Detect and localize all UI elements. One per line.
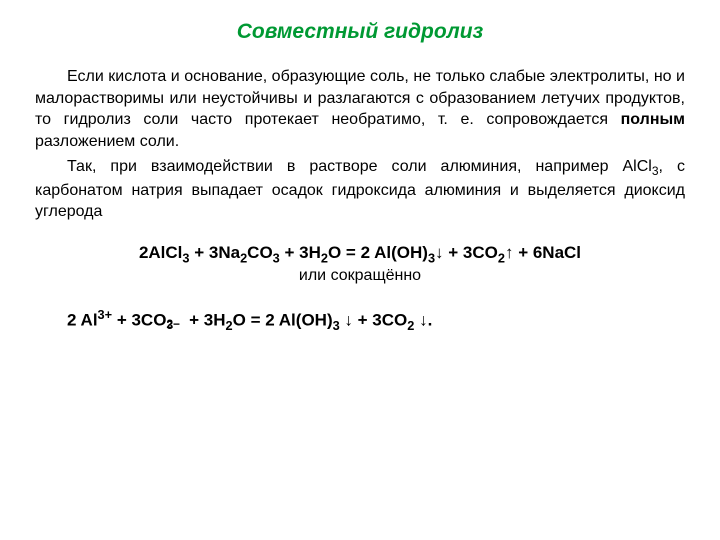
eq2-mid4: ↓ + 3CO: [340, 311, 408, 330]
eq2-mid2: + 3H: [184, 311, 225, 330]
para2-sub1: 3: [652, 165, 659, 179]
eq2-mid3: O = 2 Al(OH): [233, 311, 333, 330]
eq1-sub4: 2: [321, 250, 328, 265]
eq2-h-sub: 2: [226, 318, 233, 333]
eq1-sub2: 2: [240, 250, 247, 265]
title-text: Совместный гидролиз: [237, 20, 484, 43]
eq2-co-sub: 3: [166, 318, 173, 332]
eq1-sub3: 3: [273, 250, 280, 265]
para1-t1: Если кислота и основание, образующие сол…: [35, 68, 685, 128]
eq1-sub5: 3: [428, 250, 435, 265]
equation-1-label: или сокращённо: [35, 267, 685, 285]
eq2-sup1: 3+: [98, 307, 113, 322]
equation-2: 2 Al3+ + 3CO2−3 + 3H2O = 2 Al(OH)3 ↓ + 3…: [35, 307, 685, 333]
page-title: Совместный гидролиз: [35, 20, 685, 44]
eq1-sub6: 2: [498, 250, 505, 265]
eq2-oh-sub: 3: [333, 318, 340, 333]
eq2-prefix: 2 Al: [67, 311, 98, 330]
paragraph-2: Так, при взаимодействии в растворе соли …: [35, 156, 685, 223]
para2-t1: Так, при взаимодействии в растворе соли …: [67, 158, 652, 175]
eq2-tail: ↓.: [414, 311, 432, 330]
eq2-mid1: + 3CO: [112, 311, 166, 330]
equation-1: 2AlCl3 + 3Na2CO3 + 3H2O = 2 Al(OH)3↓ + 3…: [35, 243, 685, 265]
eq1-sub1: 3: [182, 250, 189, 265]
para1-t2: разложением соли.: [35, 133, 179, 150]
paragraph-1: Если кислота и основание, образующие сол…: [35, 66, 685, 152]
para1-bold: полным: [621, 111, 685, 128]
